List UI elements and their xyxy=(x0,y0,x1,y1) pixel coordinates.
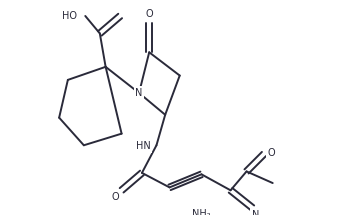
Text: O: O xyxy=(146,9,153,20)
Text: NH₂: NH₂ xyxy=(192,209,211,215)
Text: HO: HO xyxy=(63,11,77,21)
Text: O: O xyxy=(268,147,275,158)
Text: O: O xyxy=(111,192,119,202)
Text: N: N xyxy=(135,88,143,98)
Text: N: N xyxy=(252,210,259,215)
Text: HN: HN xyxy=(136,141,151,151)
